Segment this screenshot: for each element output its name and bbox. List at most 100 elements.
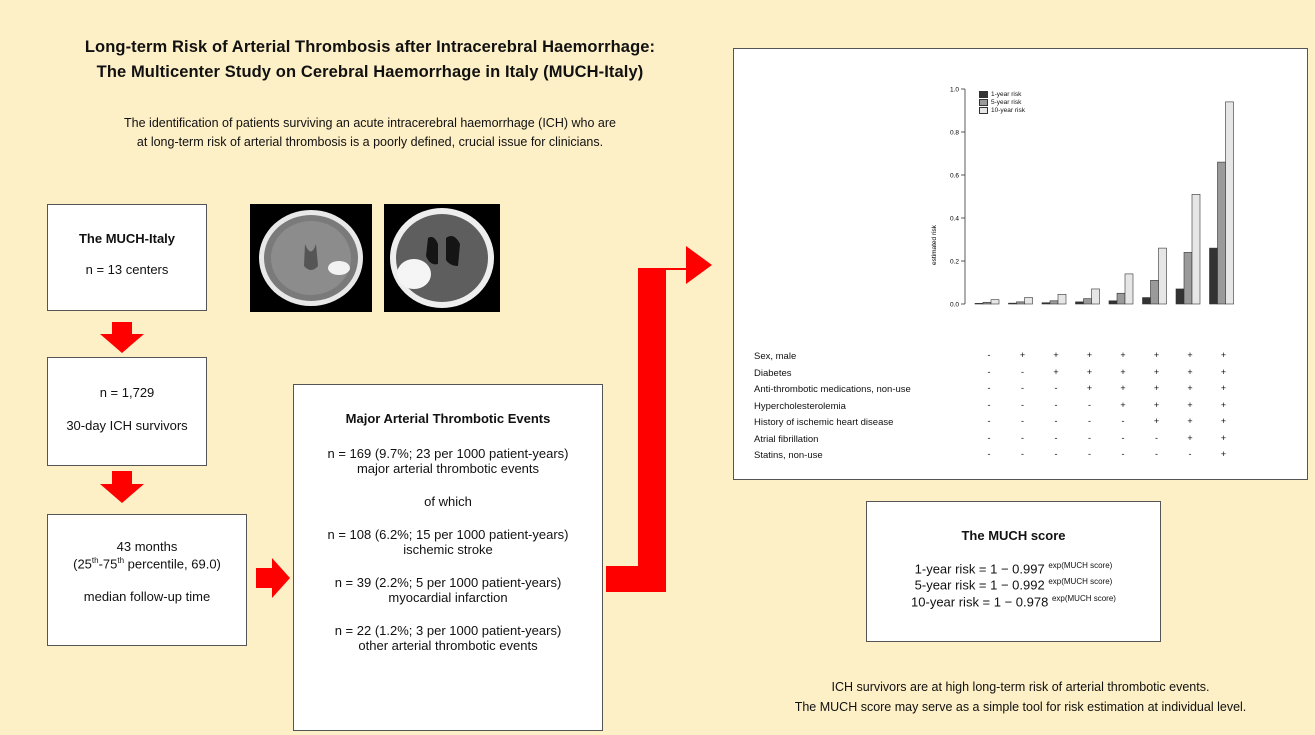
events-other-line2: other arterial thrombotic events (358, 638, 538, 653)
risk-factor-mark: - (987, 366, 991, 377)
followup-label: median follow-up time (83, 589, 211, 605)
ct-scan-image-2 (384, 204, 500, 312)
chart-y-axis-label: estimated risk (931, 224, 938, 265)
chart-bar (1191, 194, 1201, 305)
chart-bar (1049, 300, 1059, 305)
down-arrow-2 (100, 471, 144, 503)
survivors-box: n = 1,729 30-day ICH survivors (47, 357, 207, 466)
elbow-arrow (606, 246, 712, 592)
risk-factor-mark: + (1187, 432, 1193, 443)
risk-factor-mark: + (1120, 399, 1126, 410)
much-score-exponent: exp(MUCH score) (1048, 577, 1113, 587)
risk-factor-mark: - (1021, 432, 1024, 443)
much-score-formula-text: 5-year risk = 1 − 0.992 (914, 577, 1049, 593)
risk-factor-mark: - (1121, 449, 1125, 459)
chart-bar (1175, 288, 1185, 305)
followup-box: 43 months (25th-75th percentile, 69.0) m… (47, 514, 247, 646)
risk-factor-mark: - (1021, 399, 1024, 410)
risk-factor-mark: + (1086, 383, 1093, 393)
chart-bar (1150, 280, 1159, 305)
chart-legend-label: 1-year risk (991, 91, 1022, 99)
risk-factor-label: Statins, non-use (754, 450, 823, 461)
risk-factor-mark: + (1187, 366, 1193, 377)
followup-sup-1: th (91, 556, 99, 565)
followup-range: (25th-75th percentile, 69.0) (48, 556, 246, 571)
intro-line2: at long-term risk of arterial thrombosis… (136, 135, 604, 149)
chart-bar (1041, 302, 1051, 305)
risk-factor-mark: - (987, 399, 991, 410)
chart-bar (1142, 297, 1151, 305)
risk-factor-mark: + (1120, 383, 1126, 393)
chart-y-tick-label: 0.8 (950, 130, 959, 137)
intro-line1: The identification of patients surviving… (124, 116, 616, 130)
risk-factor-mark: - (987, 432, 991, 443)
chart-bar (1217, 161, 1226, 305)
risk-factor-label: Diabetes (754, 367, 792, 379)
chart-bar (1083, 298, 1092, 305)
chart-bar (1183, 252, 1193, 305)
chart-bar (1016, 301, 1025, 305)
followup-range-mid: -75 (98, 556, 118, 572)
risk-factor-mark: + (1220, 432, 1227, 443)
risk-factor-mark: + (1220, 416, 1227, 426)
poster-title-line2: The Multicenter Study on Cerebral Haemor… (96, 63, 644, 81)
chart-bar (1075, 301, 1084, 305)
followup-range-prefix: (25 (73, 556, 92, 572)
survivors-label: 30-day ICH survivors (66, 418, 188, 433)
risk-factor-label: Atrial fibrillation (754, 433, 819, 445)
chart-legend-label: 10-year risk (991, 107, 1025, 115)
chart-bar (1108, 300, 1118, 305)
conclusion-line1: ICH survivors are at high long-term risk… (831, 680, 1210, 694)
poster-title-line1: Long-term Risk of Arterial Thrombosis af… (84, 38, 656, 56)
chart-bar (1124, 273, 1134, 305)
risk-factor-mark: + (1120, 350, 1126, 360)
risk-factor-mark: - (1088, 416, 1091, 426)
events-of-which: of which (424, 494, 472, 509)
followup-sup-2: th (117, 556, 125, 565)
risk-factor-mark: + (1086, 366, 1093, 377)
survivors-count: n = 1,729 (99, 385, 155, 400)
much-score-box: The MUCH score 1-year risk = 1 − 0.997 e… (866, 501, 1161, 642)
chart-bar (1091, 288, 1100, 305)
risk-factor-mark: - (987, 350, 991, 360)
risk-factor-mark: + (1053, 350, 1059, 360)
risk-factor-mark: + (1153, 416, 1160, 426)
risk-factor-mark: - (1021, 366, 1024, 377)
risk-factor-mark: - (987, 416, 991, 426)
followup-months: 43 months (116, 539, 178, 554)
risk-factor-mark: + (1187, 383, 1193, 393)
risk-factor-mark: - (1021, 416, 1024, 426)
risk-factor-label: Hypercholesterolemia (754, 400, 846, 412)
risk-factor-mark: + (1153, 366, 1160, 377)
risk-factor-mark: + (1220, 350, 1227, 360)
study-box: The MUCH-Italy n = 13 centers (47, 204, 207, 311)
risk-factor-mark: + (1153, 383, 1160, 393)
risk-factor-mark: - (1188, 449, 1192, 459)
chart-bar (974, 303, 984, 305)
events-stroke-line1: n = 108 (6.2%; 15 per 1000 patient-years… (327, 527, 569, 542)
events-box: Major Arterial Thrombotic Events n = 169… (293, 384, 603, 731)
risk-factor-mark: - (1054, 449, 1058, 459)
risk-factor-mark: - (1155, 449, 1158, 459)
ct-scan-image-1 (250, 204, 372, 312)
right-arrow (256, 558, 290, 598)
chart-y-tick-label: 0.4 (950, 216, 959, 223)
risk-factor-mark: + (1220, 366, 1227, 377)
risk-factor-mark: + (1220, 449, 1227, 459)
chart-legend-label: 5-year risk (991, 99, 1022, 107)
risk-factor-mark: - (1054, 432, 1058, 443)
risk-factor-mark: - (987, 449, 991, 459)
events-total-line1: n = 169 (9.7%; 23 per 1000 patient-years… (327, 446, 569, 461)
chart-bar (1225, 101, 1234, 305)
risk-factor-label: History of ischemic heart disease (754, 417, 894, 428)
chart-legend-entry: 1-year risk (979, 91, 1021, 98)
much-score-exponent: exp(MUCH score) (1051, 593, 1116, 603)
chart-y-tick-label: 0.6 (950, 173, 959, 180)
followup-range-suffix: percentile, 69.0) (124, 556, 221, 572)
chart-legend-swatch (979, 91, 988, 98)
chart-y-tick-label: 1.0 (950, 87, 959, 94)
risk-factor-mark: - (1054, 399, 1058, 410)
risk-factor-mark: - (1054, 416, 1058, 426)
